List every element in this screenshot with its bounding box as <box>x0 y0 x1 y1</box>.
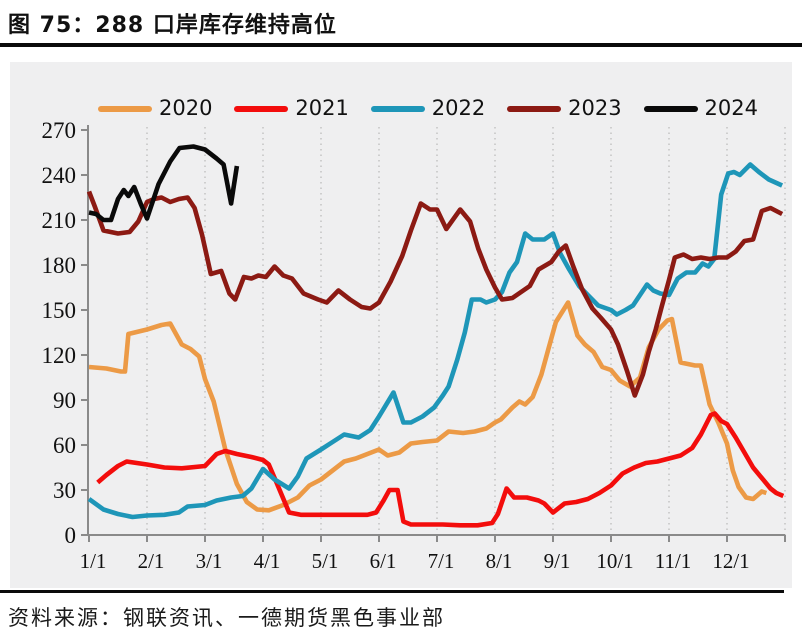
series-line-2024 <box>88 144 240 223</box>
series-line-2021 <box>96 411 785 528</box>
y-tick-label: 120 <box>42 343 77 368</box>
legend-item-2021: 2021 <box>234 96 349 120</box>
y-tick-label: 240 <box>42 163 77 188</box>
x-tick-label: 2/1 <box>138 549 165 573</box>
x-tick-label: 3/1 <box>196 549 223 573</box>
y-tick-label: 0 <box>65 523 77 548</box>
y-tick-label: 270 <box>42 118 77 143</box>
source-note: 资料来源：钢联资讯、一德期货黑色事业部 <box>8 606 445 630</box>
legend-swatch-2022 <box>370 105 425 112</box>
legend-item-2022: 2022 <box>370 96 486 120</box>
footer-divider <box>0 590 784 593</box>
x-tick-label: 10/1 <box>596 549 633 573</box>
title-divider <box>0 43 802 47</box>
legend-swatch-2020 <box>98 105 152 112</box>
series-line-2020 <box>88 300 768 513</box>
legend-item-2020: 2020 <box>98 98 212 119</box>
legend-label-2022: 2022 <box>431 96 486 120</box>
y-tick-label: 60 <box>53 433 76 458</box>
legend-label-2021: 2021 <box>295 96 349 120</box>
y-tick-label: 150 <box>42 298 77 323</box>
x-tick-label: 12/1 <box>712 549 749 573</box>
x-tick-label: 9/1 <box>544 549 571 573</box>
x-tick-label: 6/1 <box>370 549 397 573</box>
series-line-2023 <box>86 190 784 398</box>
legend-label-2020: 2020 <box>159 96 213 120</box>
legend-swatch-2023 <box>507 105 562 112</box>
legend-label-2023: 2023 <box>568 96 622 120</box>
legend-item-2023: 2023 <box>507 96 622 120</box>
y-tick-label: 90 <box>53 388 76 413</box>
legend-label-2024: 2024 <box>704 96 758 120</box>
figure-title: 图 75：288 口岸库存维持高位 <box>8 13 337 38</box>
y-tick-label: 180 <box>42 253 77 278</box>
chart-legend: 2020 2021 2022 2023 2024 <box>98 98 758 119</box>
legend-swatch-2021 <box>234 105 289 112</box>
series-line-2022 <box>87 162 784 520</box>
x-tick-label: 4/1 <box>254 549 281 573</box>
x-tick-label: 5/1 <box>312 549 339 573</box>
x-tick-label: 7/1 <box>428 549 455 573</box>
x-tick-label: 11/1 <box>655 549 692 573</box>
legend-swatch-2024 <box>643 105 698 112</box>
x-tick-label: 8/1 <box>486 549 513 573</box>
x-tick-label: 1/1 <box>80 549 107 573</box>
y-tick-label: 210 <box>42 208 77 233</box>
y-tick-label: 30 <box>53 478 76 503</box>
legend-item-2024: 2024 <box>643 96 758 120</box>
